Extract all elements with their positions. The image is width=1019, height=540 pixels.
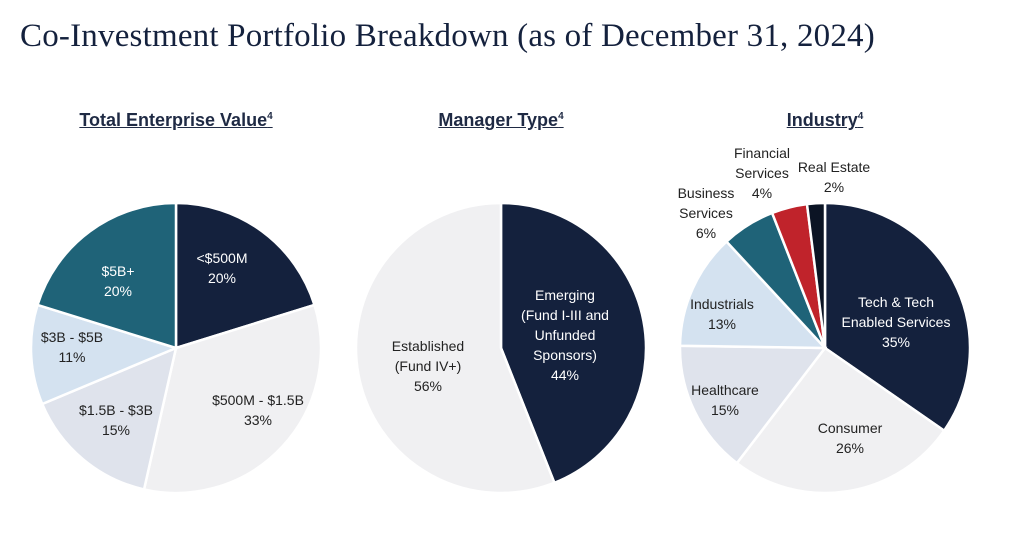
industry-label-line: 13%	[708, 316, 736, 332]
tev-slice-5b	[35, 201, 178, 350]
industry-label-line: Financial	[734, 145, 790, 161]
manager-type-label-line: Unfunded	[535, 327, 596, 343]
tev-label-line: 20%	[104, 283, 132, 299]
tev-pie	[29, 201, 323, 495]
manager-type-label-established: Established (Fund IV+) 56%	[392, 338, 464, 394]
tev-label-line: $3B - $5B	[41, 329, 103, 345]
industry-label-line: Real Estate	[798, 159, 871, 175]
industry-label-business: Business Services 6%	[678, 185, 735, 241]
tev-label-line: $1.5B - $3B	[79, 402, 153, 418]
tev-chart-title: Total Enterprise Value	[79, 110, 268, 130]
industry-label-line: 6%	[696, 225, 716, 241]
industry-label-healthcare: Healthcare 15%	[691, 382, 759, 418]
tev-label-line: 20%	[208, 270, 236, 286]
industry-label-tech-tech: Tech & Tech Enabled Services 35%	[842, 294, 951, 350]
manager-type-label-line: Sponsors)	[533, 347, 597, 363]
manager-type-pie	[354, 201, 648, 495]
tev-label-line: 11%	[59, 349, 86, 365]
industry-label-line: Services	[735, 165, 789, 181]
industry-chart-heading: Industry4	[787, 110, 864, 131]
tev-label-line: <$500M	[197, 250, 248, 266]
industry-slice-healthcare	[678, 344, 828, 465]
industry-slice-tech-tech	[823, 201, 972, 433]
manager-type-chart-heading: Manager Type4	[438, 110, 563, 131]
industry-label-line: 26%	[836, 440, 864, 456]
industry-label-line: Services	[679, 205, 733, 221]
industry-label-line: 2%	[824, 179, 844, 195]
industry-label-line: Enabled Services	[842, 314, 951, 330]
tev-slice-3b-5b	[29, 303, 180, 406]
industry-chart-footnote: 4	[857, 111, 864, 122]
industry-slice-industrials	[678, 239, 828, 350]
industry-label-line: Tech & Tech	[858, 294, 934, 310]
tev-chart-heading: Total Enterprise Value4	[79, 110, 272, 131]
manager-type-label-line: 56%	[414, 378, 442, 394]
manager-type-slice-established	[354, 201, 557, 495]
industry-label-line: Healthcare	[691, 382, 759, 398]
manager-type-label-line: Established	[392, 338, 464, 354]
industry-label-industrials: Industrials 13%	[690, 296, 754, 332]
tev-slice-1-5b-3b	[40, 345, 178, 491]
tev-label-3b-5b: $3B - $5B 11%	[41, 329, 103, 365]
industry-label-real-estate: Real Estate 2%	[798, 159, 871, 195]
tev-label-line: $500M - $1.5B	[212, 392, 304, 408]
tev-slice-500m-1-5b	[142, 303, 323, 495]
manager-type-label-line: Emerging	[535, 287, 595, 303]
tev-slice-500m	[174, 201, 317, 350]
manager-type-label-line: 44%	[551, 367, 579, 383]
tev-label-5b: $5B+ 20%	[101, 263, 134, 299]
manager-type-label-line: (Fund I-III and	[521, 307, 609, 323]
industry-pie	[678, 201, 972, 495]
industry-label-consumer: Consumer 26%	[818, 420, 883, 456]
manager-type-label-line: (Fund IV+)	[395, 358, 462, 374]
tev-label-line: 15%	[102, 422, 130, 438]
page-title: Co-Investment Portfolio Breakdown (as of…	[20, 18, 875, 54]
industry-label-line: Consumer	[818, 420, 883, 436]
tev-label-500m: <$500M 20%	[197, 250, 248, 286]
industry-label-line: Business	[678, 185, 735, 201]
industry-label-line: 15%	[711, 402, 739, 418]
tev-label-line: $5B+	[101, 263, 134, 279]
industry-label-line: Industrials	[690, 296, 754, 312]
tev-label-1-5b-3b: $1.5B - $3B 15%	[79, 402, 153, 438]
industry-slice-consumer	[735, 346, 946, 495]
manager-type-slice-emerging	[499, 201, 648, 485]
tev-label-line: 33%	[244, 412, 272, 428]
industry-chart-title: Industry	[786, 110, 858, 130]
industry-label-financial: Financial Services 4%	[734, 145, 790, 201]
tev-chart-footnote: 4	[267, 111, 273, 122]
industry-label-line: 35%	[882, 334, 910, 350]
industry-label-line: 4%	[752, 185, 772, 201]
tev-label-500m-1-5b: $500M - $1.5B 33%	[212, 392, 304, 428]
industry-slice-real-estate	[805, 201, 827, 349]
manager-type-chart-title: Manager Type	[438, 110, 559, 130]
manager-type-chart-footnote: 4	[558, 111, 564, 122]
manager-type-label-emerging: Emerging (Fund I-III and Unfunded Sponsors)…	[521, 287, 609, 383]
